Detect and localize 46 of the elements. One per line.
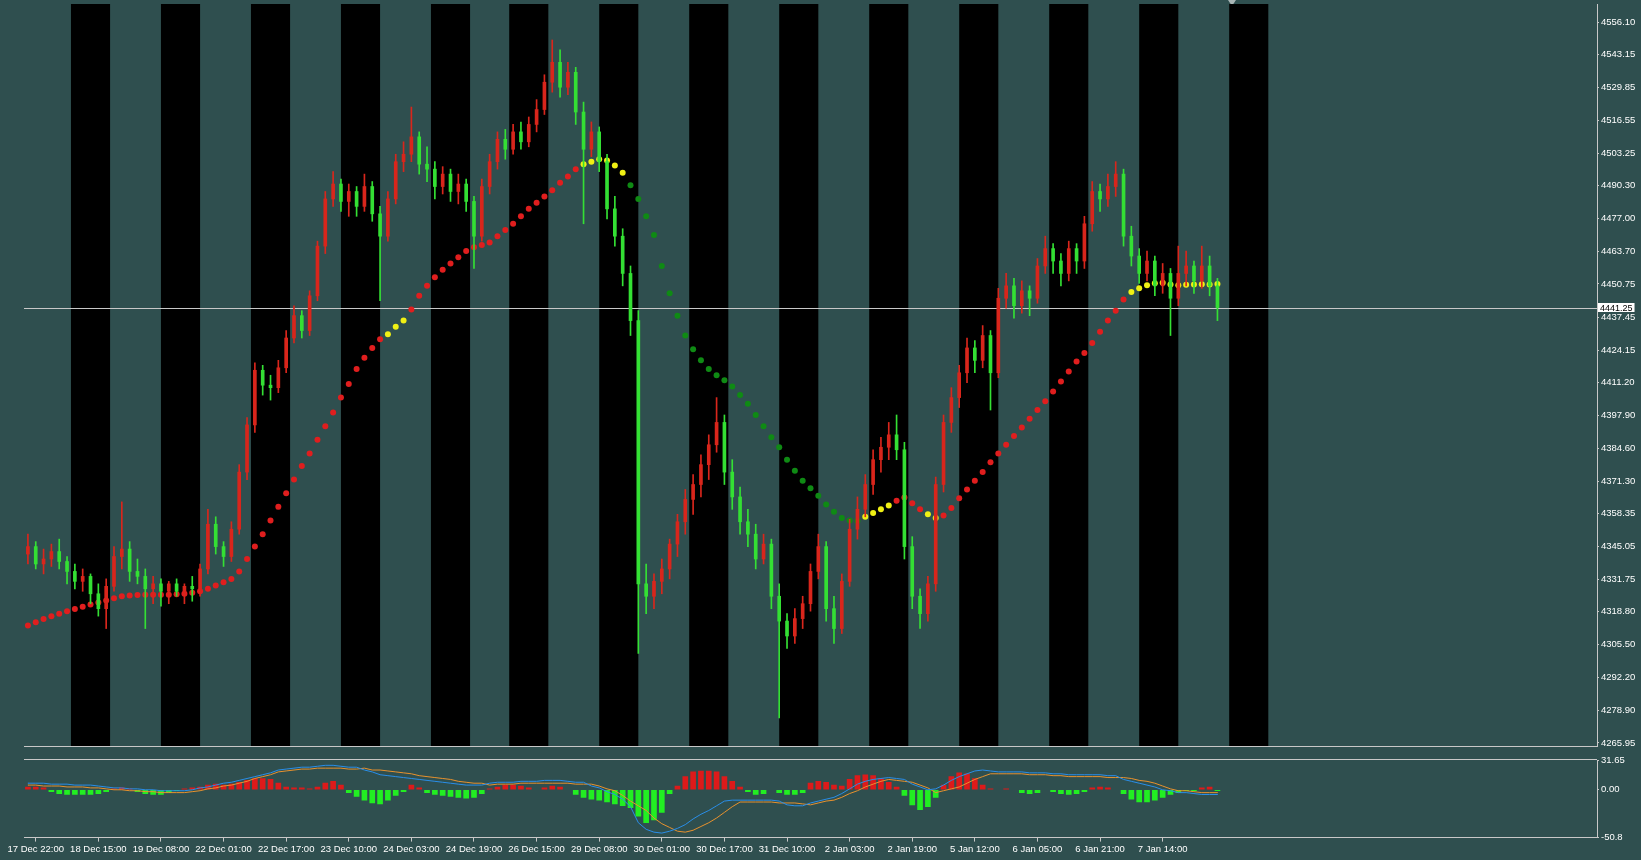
y-tick-label: -50.8 (1601, 831, 1623, 843)
y-tick-label: 4331.75 (1601, 573, 1636, 585)
x-tick-label: 30 Dec 17:00 (696, 842, 753, 854)
y-tick-label: 4318.80 (1601, 605, 1636, 617)
x-tick-label: 23 Dec 10:00 (320, 842, 378, 854)
x-tick-label: 6 Jan 05:00 (1012, 842, 1063, 854)
x-tick-label: 26 Dec 15:00 (508, 842, 565, 854)
y-tick-label: 4292.20 (1601, 671, 1636, 683)
x-tick-label: 7 Jan 14:00 (1137, 842, 1188, 854)
y-tick-label: 4384.60 (1601, 441, 1636, 453)
x-tick-label: 17 Dec 22:00 (7, 842, 64, 854)
y-tick-label: 4503.25 (1601, 147, 1636, 159)
y-tick-label: 4543.15 (1601, 48, 1636, 60)
x-tick-label: 29 Dec 08:00 (570, 842, 628, 854)
x-tick-label: 18 Dec 15:00 (70, 842, 127, 854)
y-tick-label: 4437.45 (1601, 310, 1636, 322)
y-tick-label: 4490.30 (1601, 179, 1636, 191)
y-tick-label: 4358.35 (1601, 507, 1636, 519)
x-tick-label: 2 Jan 03:00 (824, 842, 875, 854)
y-tick-label: 4516.55 (1601, 114, 1636, 126)
x-tick-label: 31 Dec 10:00 (758, 842, 816, 854)
y-tick-label: 4371.30 (1601, 474, 1636, 486)
y-tick-label: 4305.50 (1601, 638, 1636, 650)
ref-line-label: 4441.25 (1600, 302, 1633, 313)
y-tick-label: 4424.15 (1601, 343, 1636, 355)
y-tick-label: 4529.85 (1601, 81, 1636, 93)
y-tick-label: 4463.70 (1601, 245, 1636, 257)
y-tick-label: 4265.95 (1601, 736, 1636, 748)
x-tick-label: 24 Dec 19:00 (445, 842, 503, 854)
y-tick-label: 4345.05 (1601, 540, 1636, 552)
x-tick-label: 30 Dec 01:00 (633, 842, 691, 854)
y-tick-label: 31.65 (1601, 753, 1625, 765)
x-tick-label: 22 Dec 17:00 (257, 842, 315, 854)
y-tick-label: 4411.20 (1601, 375, 1635, 387)
x-tick-label: 6 Jan 21:00 (1075, 842, 1125, 854)
x-tick-label: 22 Dec 01:00 (195, 842, 252, 854)
y-tick-label: 4278.90 (1601, 704, 1636, 716)
x-tick-label: 19 Dec 08:00 (132, 842, 190, 854)
x-tick-label: 24 Dec 03:00 (383, 842, 440, 854)
x-tick-label: 5 Jan 12:00 (950, 842, 1000, 854)
y-tick-label: 4477.00 (1601, 212, 1636, 224)
y-tick-label: 4397.90 (1601, 408, 1636, 420)
y-tick-label: 0.00 (1601, 783, 1620, 795)
y-tick-label: 4450.75 (1601, 277, 1636, 289)
y-tick-label: 4556.10 (1601, 16, 1636, 27)
x-tick-label: 2 Jan 19:00 (887, 842, 938, 854)
